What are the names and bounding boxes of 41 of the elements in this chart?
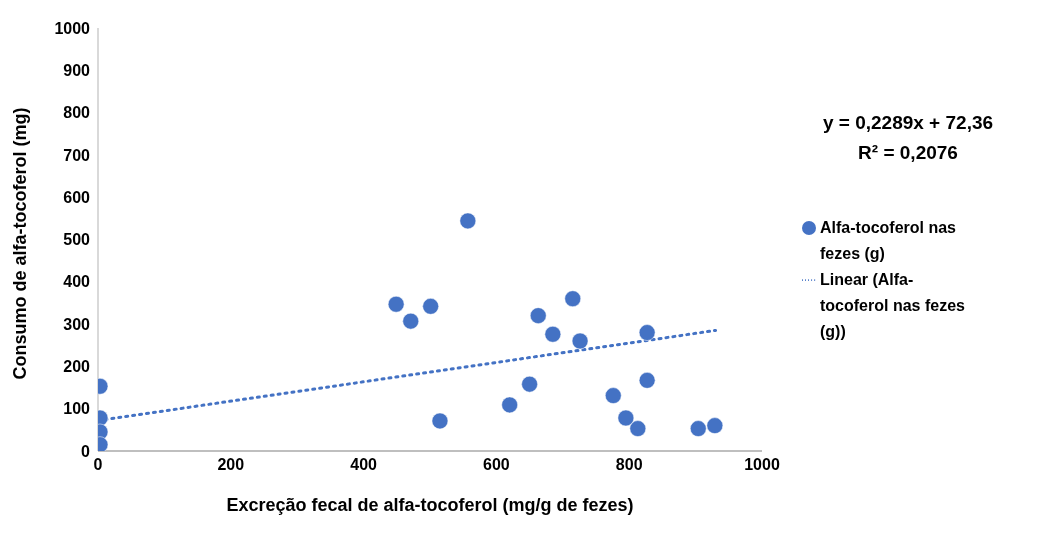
legend-label: Alfa-tocoferol nas fezes (g) <box>820 217 957 264</box>
y-tick-label: 300 <box>63 315 91 333</box>
point <box>402 312 419 330</box>
x-tick-label: 600 <box>483 456 510 474</box>
y-tick-label: 600 <box>63 188 91 206</box>
y-tick-label: 400 <box>63 273 91 291</box>
point <box>690 420 707 437</box>
point <box>521 375 538 393</box>
y-tick-label: 900 <box>63 61 91 79</box>
text: R² = 0,2076 <box>857 141 959 165</box>
point <box>431 412 449 430</box>
point <box>706 417 724 434</box>
point <box>617 409 635 427</box>
x-tick-label: 0 <box>93 456 103 474</box>
y-tick-label: 0 <box>81 442 91 460</box>
point <box>387 295 405 313</box>
point <box>422 298 439 315</box>
x-tick-label: 800 <box>615 456 643 474</box>
point <box>638 372 656 389</box>
y-tick-label: 200 <box>63 358 91 376</box>
x-tick-label: 1000 <box>744 456 780 474</box>
y-tick-label: 1000 <box>54 19 91 37</box>
point <box>638 324 656 341</box>
point <box>501 396 518 414</box>
point <box>629 420 647 437</box>
point <box>544 326 562 343</box>
x-axis-title: Excreção fecal de alfa-tocoferol (mg/g de fezes) <box>226 495 634 515</box>
y-tick-label: 100 <box>63 400 91 418</box>
point <box>605 387 622 404</box>
point <box>564 290 582 307</box>
point <box>529 307 547 324</box>
x-tick-label: 400 <box>350 456 378 474</box>
point <box>459 212 477 230</box>
y-tick-label: 700 <box>63 146 91 164</box>
point <box>571 332 589 350</box>
x-tick-label: 200 <box>217 456 245 474</box>
text: y = 0,2289x + 72,36 <box>821 111 995 135</box>
y-axis-title: Consumo de alfa-tocoferol (mg) <box>10 107 31 380</box>
y-tick-label: 500 <box>63 231 91 249</box>
y-tick-label: 800 <box>63 104 91 122</box>
legend-label: Linear (Alfa-tocoferol nas fezes (g)) <box>820 269 966 342</box>
